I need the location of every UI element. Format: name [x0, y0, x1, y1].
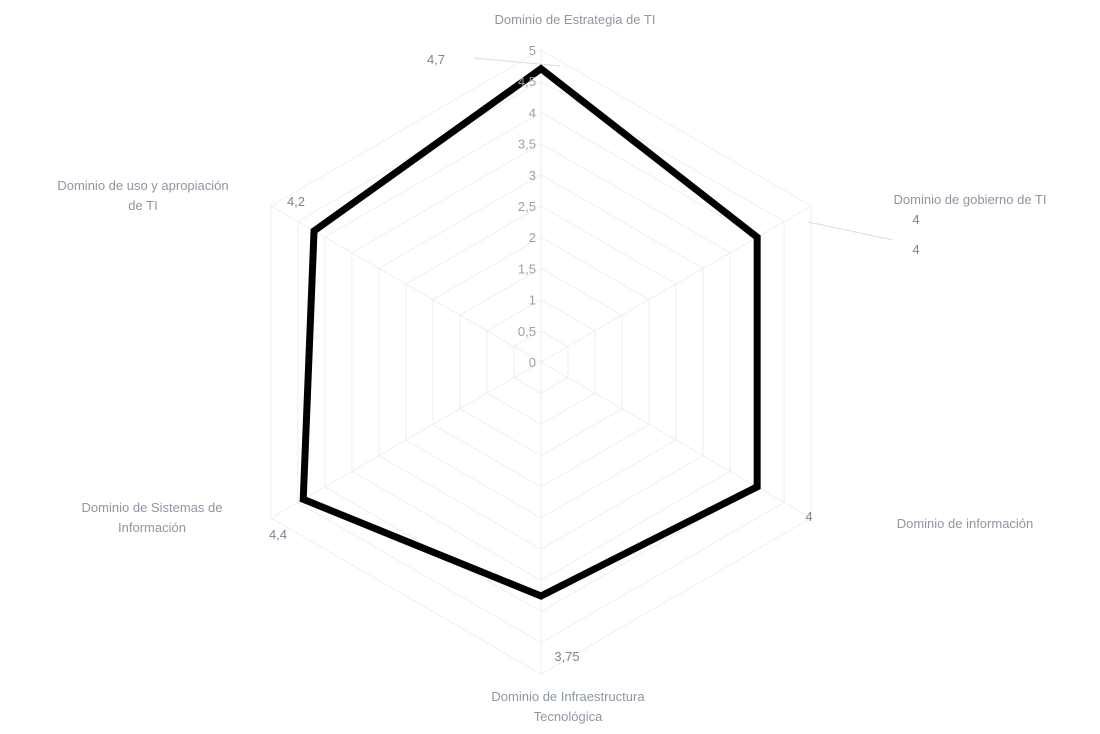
series-line	[299, 64, 761, 600]
radial-tick-label: 3,5	[518, 137, 536, 152]
radial-tick-label: 4	[529, 105, 536, 120]
grid-spoke	[270, 361, 542, 519]
leader-line	[807, 221, 894, 241]
radial-tick-label: 0	[529, 355, 536, 370]
category-label: Dominio de Sistemas de Información	[82, 500, 223, 535]
data-label: 4	[912, 212, 919, 227]
data-labels: 4,7 4 4 3,75 4,4 4,2 4	[269, 52, 920, 664]
grid-spoke	[540, 361, 812, 519]
data-label: 4,4	[269, 527, 287, 542]
data-label: 4	[912, 242, 919, 257]
category-label: Dominio de información	[897, 516, 1034, 531]
grid-spoke	[540, 205, 812, 363]
radial-tick-label: 4,5	[518, 74, 536, 89]
radial-tick-label: 0,5	[518, 324, 536, 339]
data-label: 4,2	[287, 194, 305, 209]
category-label: Dominio de gobierno de TI	[894, 192, 1047, 207]
radial-tick-label: 3	[529, 168, 536, 183]
category-label: Dominio de uso y apropiación de TI	[57, 178, 228, 213]
leader-layer	[473, 57, 894, 241]
radial-tick-label: 1,5	[518, 261, 536, 276]
radial-tick-labels: 0 0,5 1 1,5 2 2,5 3 3,5 4 4,5 5	[518, 43, 536, 370]
data-label: 4	[805, 509, 812, 524]
radial-tick-label: 2	[529, 230, 536, 245]
radial-tick-label: 2,5	[518, 199, 536, 214]
data-label: 4,7	[427, 52, 445, 67]
radial-tick-label: 5	[529, 43, 536, 58]
category-label: Dominio de Estrategia de TI	[495, 12, 656, 27]
series-layer	[299, 64, 761, 600]
leader-line	[473, 57, 561, 67]
category-label: Dominio de Infraestructura Tecnológica	[491, 689, 645, 724]
data-label: 3,75	[554, 649, 579, 664]
category-labels: Dominio de Estrategia de TI Dominio de go…	[57, 12, 1046, 724]
grid-layer	[270, 49, 812, 675]
radial-tick-label: 1	[529, 293, 536, 308]
